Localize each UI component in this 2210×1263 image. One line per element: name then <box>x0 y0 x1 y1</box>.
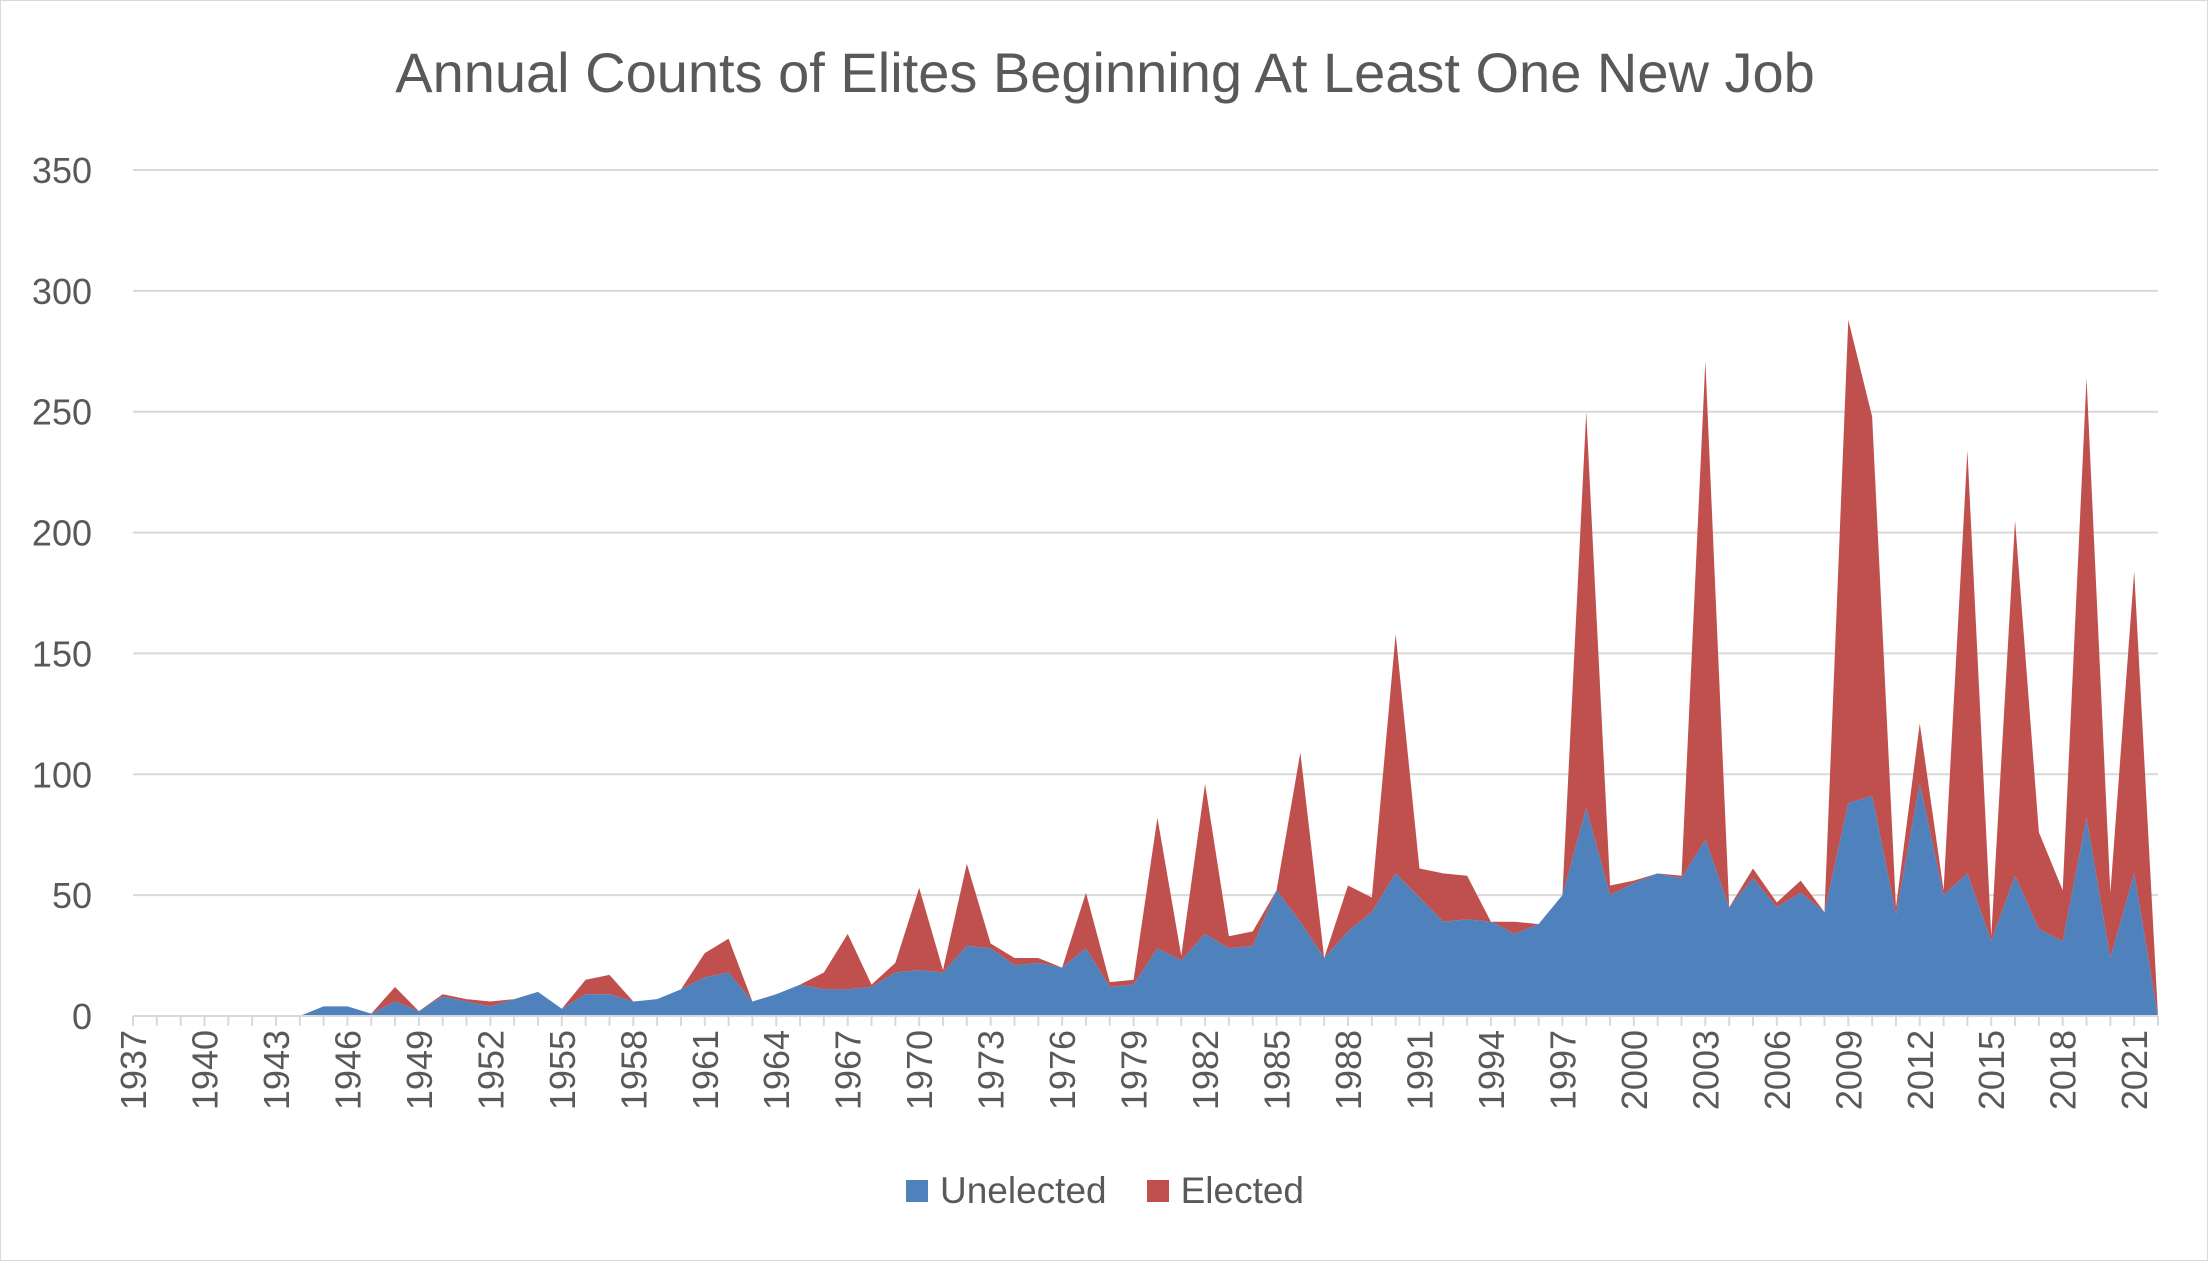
y-tick-label: 0 <box>72 996 92 1037</box>
legend: Unelected Elected <box>0 1170 2210 1212</box>
x-tick-label: 1937 <box>113 1030 154 1110</box>
x-tick-label: 1961 <box>685 1030 726 1110</box>
x-tick-label: 2018 <box>2043 1030 2084 1110</box>
x-tick-label: 1982 <box>1185 1030 1226 1110</box>
area-series <box>133 319 2158 1016</box>
x-tick-label: 1997 <box>1542 1030 1583 1110</box>
x-tick-label: 1988 <box>1328 1030 1369 1110</box>
chart-title: Annual Counts of Elites Beginning At Lea… <box>395 41 1815 104</box>
x-tick-label: 2015 <box>1971 1030 2012 1110</box>
legend-label-unelected: Unelected <box>939 1170 1107 1211</box>
x-tick-label: 1985 <box>1257 1030 1298 1110</box>
x-tick-label: 1967 <box>828 1030 869 1110</box>
x-tick-label: 1943 <box>256 1030 297 1110</box>
x-tick-label: 2009 <box>1828 1030 1869 1110</box>
x-tick-label: 1952 <box>470 1030 511 1110</box>
gridlines <box>133 169 2158 897</box>
x-tick-label: 1994 <box>1471 1030 1512 1110</box>
y-tick-label: 50 <box>52 875 92 916</box>
x-tick-label: 1946 <box>327 1030 368 1110</box>
y-tick-label: 100 <box>32 754 92 795</box>
legend-swatch-unelected <box>905 1180 928 1202</box>
x-tick-label: 1955 <box>542 1030 583 1110</box>
legend-label-elected: Elected <box>1180 1170 1305 1211</box>
x-tick-label: 1979 <box>1114 1030 1155 1110</box>
x-tick-label: 2021 <box>2114 1030 2155 1110</box>
y-tick-label: 300 <box>32 271 92 312</box>
axes: 0 50 100 150 200 250 300 350 1937 1940 1943 1946 194… <box>32 150 2159 1110</box>
x-tick-label: 1949 <box>399 1030 440 1110</box>
legend-swatch-elected <box>1146 1180 1169 1202</box>
y-tick-label: 250 <box>32 392 92 433</box>
y-tick-label: 350 <box>32 150 92 191</box>
x-tick-label: 1973 <box>971 1030 1012 1110</box>
x-tick-label: 1958 <box>613 1030 654 1110</box>
area-series-unelected <box>133 783 2158 1016</box>
x-tick-label: 2012 <box>1900 1030 1941 1110</box>
y-tick-label: 200 <box>32 513 92 554</box>
x-tick-label: 1964 <box>756 1030 797 1110</box>
legend-item-elected[interactable]: Elected <box>1146 1170 1305 1212</box>
x-tick-label: 2003 <box>1685 1030 1726 1110</box>
x-tick-label: 2000 <box>1614 1030 1655 1110</box>
y-tick-label: 150 <box>32 633 92 674</box>
x-tick-label: 1976 <box>1042 1030 1083 1110</box>
x-tick-label: 1970 <box>899 1030 940 1110</box>
legend-item-unelected[interactable]: Unelected <box>905 1170 1107 1212</box>
x-tick-label: 2006 <box>1757 1030 1798 1110</box>
x-tick-label: 1991 <box>1399 1030 1440 1110</box>
x-tick-label: 1940 <box>184 1030 225 1110</box>
